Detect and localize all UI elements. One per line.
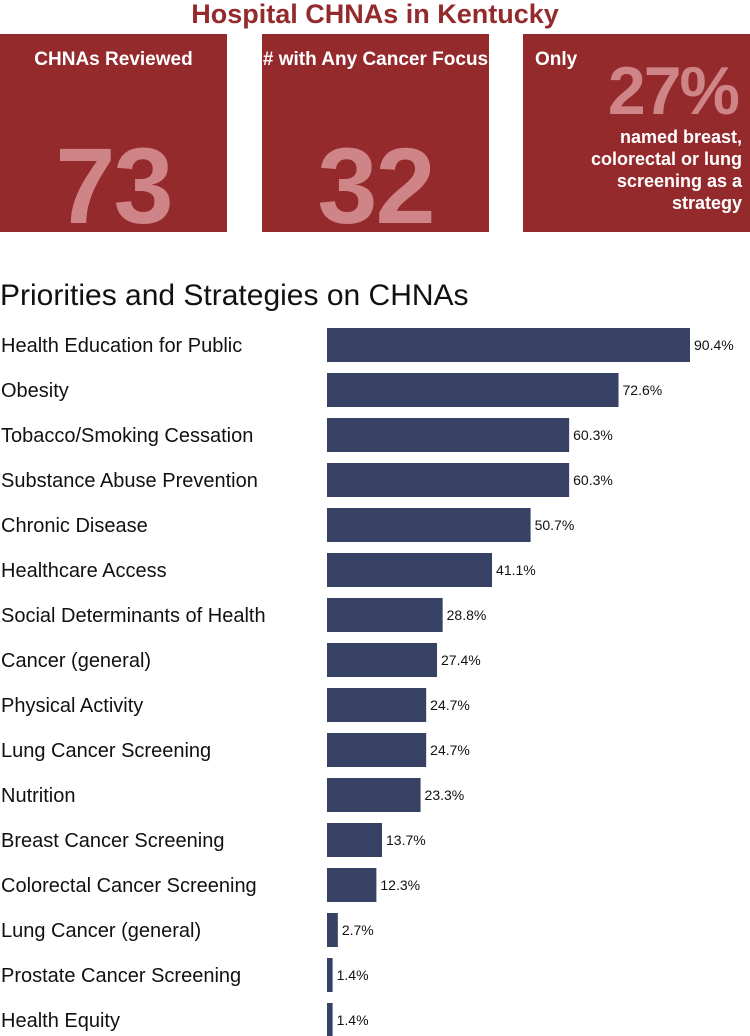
value-label: 12.3%: [380, 877, 420, 893]
value-label: 23.3%: [425, 787, 465, 803]
value-label: 41.1%: [496, 562, 536, 578]
page-title: Hospital CHNAs in Kentucky: [191, 0, 559, 29]
bar: [327, 958, 333, 992]
category-label: Lung Cancer (general): [1, 920, 201, 942]
bar: [327, 553, 493, 587]
bar: [327, 373, 619, 407]
value-label: 90.4%: [694, 337, 734, 353]
bar: [327, 688, 427, 722]
category-label: Tobacco/Smoking Cessation: [1, 425, 253, 447]
bar: [327, 733, 427, 767]
category-label: Chronic Disease: [1, 515, 148, 537]
bar: [327, 598, 443, 632]
stat-card-label: CHNAs Reviewed: [34, 49, 193, 70]
value-label: 24.7%: [430, 697, 470, 713]
stat-card-screening-percent: Only 27% named breast, colorectal or lun…: [523, 34, 750, 232]
bar: [327, 643, 438, 677]
stat-card-description: named breast, colorectal or lung screeni…: [590, 127, 742, 213]
bar: [327, 868, 377, 902]
value-label: 60.3%: [573, 427, 613, 443]
bar: [327, 778, 421, 812]
category-label: Health Equity: [1, 1010, 120, 1032]
stat-card-prefix: Only: [535, 49, 578, 70]
category-label: Nutrition: [1, 785, 75, 807]
bar: [327, 823, 383, 857]
category-label: Colorectal Cancer Screening: [1, 875, 257, 897]
category-label: Breast Cancer Screening: [1, 830, 224, 852]
value-label: 1.4%: [337, 967, 369, 983]
value-label: 24.7%: [430, 742, 470, 758]
stat-card-value: 73: [55, 125, 173, 246]
category-label: Obesity: [1, 380, 69, 402]
value-label: 72.6%: [623, 382, 663, 398]
value-label: 13.7%: [386, 832, 426, 848]
value-label: 50.7%: [535, 517, 575, 533]
category-label: Prostate Cancer Screening: [1, 965, 241, 987]
stat-card-label: # with Any Cancer Focus: [262, 49, 489, 70]
category-label: Cancer (general): [1, 650, 151, 672]
stat-card-cancer-focus: # with Any Cancer Focus 32: [262, 34, 489, 246]
category-label: Social Determinants of Health: [1, 605, 266, 627]
stat-card-value: 32: [317, 125, 435, 246]
stat-card-chnas-reviewed: CHNAs Reviewed 73: [0, 34, 227, 246]
category-label: Physical Activity: [1, 695, 143, 717]
stat-card-value: 27%: [607, 53, 740, 129]
value-label: 2.7%: [342, 922, 374, 938]
value-label: 27.4%: [441, 652, 481, 668]
category-label: Substance Abuse Prevention: [1, 470, 258, 492]
bar: [327, 328, 690, 362]
category-label: Health Education for Public: [1, 335, 242, 357]
bar: [327, 508, 531, 542]
value-label: 28.8%: [447, 607, 487, 623]
bar: [327, 418, 570, 452]
bar: [327, 913, 338, 947]
bar: [327, 463, 570, 497]
chart-title: Priorities and Strategies on CHNAs: [0, 279, 469, 312]
bar: [327, 1003, 333, 1036]
value-label: 1.4%: [337, 1012, 369, 1028]
category-label: Lung Cancer Screening: [1, 740, 211, 762]
category-label: Healthcare Access: [1, 560, 167, 582]
value-label: 60.3%: [573, 472, 613, 488]
